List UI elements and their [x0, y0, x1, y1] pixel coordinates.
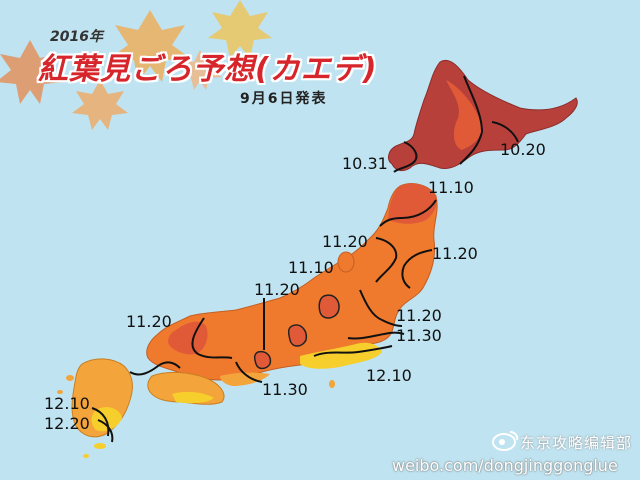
title-year: 2016年 — [50, 29, 103, 45]
label-hokkaido-south: 10.31 — [342, 154, 388, 173]
label-hokkaido-east: 10.20 — [500, 140, 546, 159]
watermark-source: 东京攻略编辑部 — [520, 434, 633, 452]
maple-leaf-icon — [0, 0, 272, 130]
label-kyushu-b: 12.20 — [44, 414, 90, 433]
label-tohoku-west: 11.20 — [322, 232, 368, 251]
label-niigata-inland: 11.10 — [288, 258, 334, 277]
announcement-date: 9月6日発表 — [240, 91, 328, 107]
map-title: 紅葉見ごろ予想(カエデ) — [38, 52, 378, 87]
label-tohoku-east: 11.20 — [432, 244, 478, 263]
sado-island — [337, 251, 355, 273]
label-kanto-south: 11.30 — [396, 326, 442, 345]
label-kanto-north: 11.20 — [396, 306, 442, 325]
label-kinki: 11.30 — [262, 380, 308, 399]
watermark-url: weibo.com/dongjinggonglue — [392, 456, 618, 475]
weibo-logo-icon — [492, 431, 519, 451]
label-chugoku: 11.20 — [126, 312, 172, 331]
label-kanto-coast: 12.10 — [366, 366, 412, 385]
isolines — [91, 75, 519, 443]
hokkaido — [388, 60, 578, 172]
label-tohoku-north: 11.10 — [428, 178, 474, 197]
label-chubu-mountain: 11.20 — [254, 280, 300, 299]
label-kyushu-a: 12.10 — [44, 394, 90, 413]
